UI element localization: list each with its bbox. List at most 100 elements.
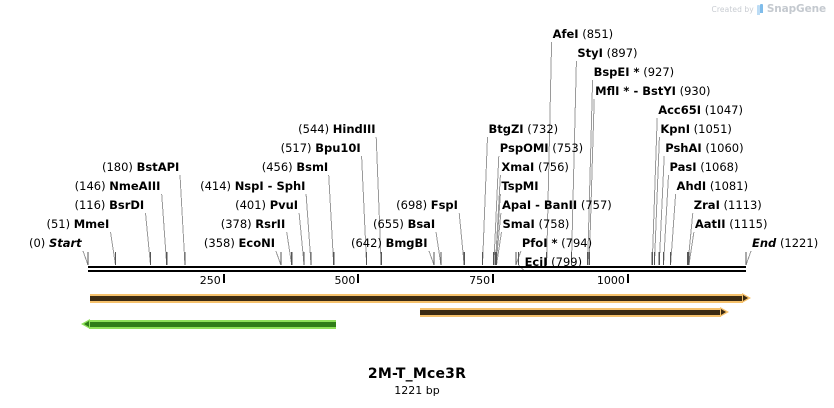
- restriction-site-label[interactable]: TspMI: [501, 180, 538, 193]
- restriction-site-label[interactable]: SmaI (758): [502, 218, 569, 231]
- terminus-name: Start: [48, 236, 82, 250]
- restriction-site-label[interactable]: (456) BsmI: [262, 161, 328, 174]
- leader-line: [515, 250, 522, 266]
- sequence-backbone: [88, 266, 746, 272]
- snapgene-watermark: Created by SnapGene: [712, 3, 827, 15]
- leader-line: [653, 136, 660, 266]
- site-position: (799): [551, 255, 583, 269]
- enzyme-name: BtgZI: [488, 122, 524, 136]
- map-caption: 2M-T_Mce3R 1221 bp: [0, 366, 834, 397]
- restriction-site-label[interactable]: MflI * - BstYI (930): [595, 85, 710, 98]
- leader-line: [328, 174, 335, 266]
- enzyme-name: AhdI: [676, 179, 707, 193]
- leader-line: [670, 193, 677, 266]
- leader-line: [663, 174, 669, 266]
- terminus-label[interactable]: (0) Start: [29, 237, 82, 250]
- restriction-site-label[interactable]: ZraI (1113): [694, 199, 762, 212]
- site-position: (180): [102, 160, 133, 174]
- restriction-site-label[interactable]: BtgZI (732): [488, 123, 558, 136]
- feature-arrowhead-icon: [81, 319, 91, 329]
- leader-line: [275, 250, 282, 266]
- restriction-site-label[interactable]: (698) FspI: [396, 199, 458, 212]
- restriction-site-label[interactable]: (51) MmeI: [46, 218, 109, 231]
- site-position: (794): [561, 236, 593, 250]
- leader-line: [179, 174, 186, 266]
- leader-line: [435, 231, 442, 266]
- enzyme-name: PfoI *: [521, 236, 558, 250]
- restriction-site-label[interactable]: (378) RsrII: [221, 218, 286, 231]
- enzyme-name: PspOMI: [499, 141, 549, 155]
- restriction-site-label[interactable]: (517) Bpu10I: [281, 142, 361, 155]
- leader-line: [688, 231, 695, 266]
- enzyme-name: RsrII: [255, 217, 286, 231]
- enzyme-name: NmeAIII: [109, 179, 161, 193]
- site-position: (414): [200, 179, 232, 193]
- restriction-site-label[interactable]: StyI (897): [577, 47, 637, 60]
- watermark-brand-label: SnapGene: [766, 3, 826, 15]
- restriction-site-label[interactable]: AatII (1115): [695, 218, 768, 231]
- restriction-site-label[interactable]: (358) EcoNI: [204, 237, 275, 250]
- restriction-site-label[interactable]: PasI (1068): [670, 161, 739, 174]
- leader-line: [493, 155, 500, 266]
- enzyme-name: EcoNI: [238, 236, 275, 250]
- restriction-site-label[interactable]: (414) NspI - SphI: [200, 180, 305, 193]
- restriction-site-label[interactable]: PspOMI (753): [500, 142, 583, 155]
- restriction-site-label[interactable]: PfoI * (794): [522, 237, 592, 250]
- enzyme-name: BmgBI: [385, 236, 428, 250]
- restriction-site-label[interactable]: AhdI (1081): [677, 180, 749, 193]
- restriction-site-label[interactable]: KpnI (1051): [660, 123, 732, 136]
- restriction-site-label[interactable]: BspEI * (927): [594, 66, 675, 79]
- leader-line: [651, 117, 658, 266]
- restriction-site-label[interactable]: (180) BstAPI: [102, 161, 179, 174]
- site-position: (1081): [709, 179, 749, 193]
- site-position: (0): [29, 236, 46, 250]
- site-position: (456): [261, 160, 293, 174]
- leader-line: [495, 212, 502, 266]
- feature-orange-inner[interactable]: [419, 307, 730, 317]
- restriction-site-label[interactable]: Acc65I (1047): [658, 104, 743, 117]
- ruler-tick-mark: [357, 274, 360, 283]
- ruler-tick-mark: [492, 274, 495, 283]
- site-position: (897): [606, 46, 638, 60]
- restriction-site-label[interactable]: (655) BsaI: [373, 218, 435, 231]
- restriction-site-label[interactable]: XmaI (756): [501, 161, 568, 174]
- leader-line: [494, 193, 501, 266]
- feature-orange-full[interactable]: [90, 293, 752, 303]
- sequence-length-label: 1221 bp: [394, 384, 440, 397]
- feature-green[interactable]: [81, 319, 336, 329]
- enzyme-name: Acc65I: [658, 103, 702, 117]
- restriction-site-label[interactable]: EciI (799): [525, 256, 583, 269]
- enzyme-name: XmaI: [501, 160, 535, 174]
- enzyme-name: FspI: [430, 198, 458, 212]
- restriction-site-label[interactable]: (116) BsrDI: [75, 199, 145, 212]
- ruler-tick-label: 250: [199, 274, 221, 287]
- restriction-site-label[interactable]: (401) PvuI: [235, 199, 298, 212]
- site-position: (756): [537, 160, 569, 174]
- ruler-tick-label: 750: [469, 274, 491, 287]
- site-position: (753): [552, 141, 584, 155]
- restriction-site-label[interactable]: (146) NmeAIII: [75, 180, 161, 193]
- enzyme-name: AatII: [694, 217, 726, 231]
- site-position: (851): [582, 27, 614, 41]
- restriction-site-label[interactable]: (642) BmgBI: [351, 237, 428, 250]
- site-position: (927): [643, 65, 675, 79]
- snapgene-logo-icon: [756, 3, 764, 15]
- terminus-label[interactable]: End (1221): [752, 237, 818, 250]
- leader-line: [286, 231, 293, 266]
- enzyme-name: ApaI - BanII: [501, 198, 578, 212]
- leader-line: [494, 174, 501, 266]
- feature-body: [90, 294, 744, 303]
- site-position: (116): [74, 198, 106, 212]
- leader-line: [482, 136, 488, 266]
- restriction-site-label[interactable]: PshAI (1060): [665, 142, 743, 155]
- restriction-site-label[interactable]: ApaI - BanII (757): [502, 199, 612, 212]
- enzyme-name: Bpu10I: [315, 141, 361, 155]
- site-position: (1113): [723, 198, 762, 212]
- restriction-site-label[interactable]: AfeI (851): [553, 28, 614, 41]
- leader-line: [82, 250, 89, 266]
- site-position: (146): [74, 179, 106, 193]
- feature-body: [89, 320, 336, 329]
- leader-line: [458, 212, 465, 266]
- restriction-site-label[interactable]: (544) HindIII: [298, 123, 375, 136]
- site-position: (401): [235, 198, 267, 212]
